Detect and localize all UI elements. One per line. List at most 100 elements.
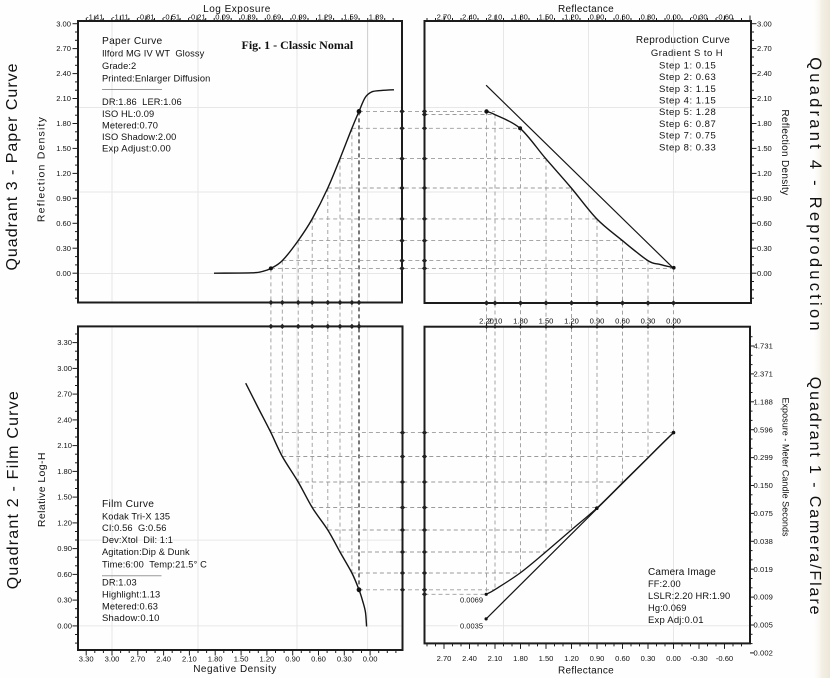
svg-text:3.00: 3.00: [105, 654, 120, 663]
svg-text:Camera Image: Camera Image: [648, 567, 716, 578]
svg-text:Reflection Density: Reflection Density: [779, 109, 790, 195]
svg-text:0.69: 0.69: [267, 12, 282, 21]
svg-text:0.002: 0.002: [754, 649, 774, 658]
svg-text:0.39: 0.39: [241, 12, 256, 21]
svg-text:0.60: 0.60: [56, 219, 71, 228]
svg-text:1.50: 1.50: [539, 654, 554, 663]
svg-text:-0.81: -0.81: [137, 12, 154, 21]
svg-text:0.60: 0.60: [311, 654, 326, 663]
svg-text:1.20: 1.20: [564, 654, 579, 663]
svg-text:Negative Density: Negative Density: [193, 664, 277, 675]
svg-text:0.30: 0.30: [757, 244, 772, 253]
svg-text:0.30: 0.30: [56, 244, 71, 253]
svg-text:2.10: 2.10: [757, 94, 772, 103]
svg-text:0.019: 0.019: [754, 565, 774, 574]
svg-text:-0.30: -0.30: [690, 654, 707, 663]
svg-text:2.70: 2.70: [130, 654, 145, 663]
svg-text:Step 1: 0.15: Step 1: 0.15: [659, 60, 716, 71]
svg-text:2.70: 2.70: [437, 654, 452, 663]
svg-text:DR:1.86 LER:1.06: DR:1.86 LER:1.06: [102, 97, 182, 107]
svg-text:Step 6: 0.87: Step 6: 0.87: [659, 119, 716, 130]
svg-text:0.0069: 0.0069: [460, 596, 483, 605]
svg-text:Kodak Tri-X 135: Kodak Tri-X 135: [102, 511, 170, 521]
svg-text:2.70: 2.70: [56, 44, 71, 53]
svg-text:Dev:Xtol Dil: 1:1: Dev:Xtol Dil: 1:1: [102, 535, 173, 545]
svg-text:2.40: 2.40: [156, 654, 171, 663]
svg-text:0.90: 0.90: [590, 654, 605, 663]
svg-text:Step 3: 1.15: Step 3: 1.15: [659, 84, 716, 95]
svg-text:2.10: 2.10: [488, 317, 503, 326]
svg-text:Grade:2: Grade:2: [102, 61, 136, 71]
svg-text:0.299: 0.299: [754, 453, 774, 462]
svg-text:Step 7: 0.75: Step 7: 0.75: [659, 131, 716, 142]
svg-text:0.00: 0.00: [57, 622, 72, 631]
svg-text:2.10: 2.10: [488, 654, 503, 663]
svg-text:1.80: 1.80: [757, 119, 772, 128]
svg-text:-1.41: -1.41: [86, 12, 103, 21]
svg-text:Ilford MG IV WT Glossy: Ilford MG IV WT Glossy: [102, 49, 205, 59]
svg-text:0.90: 0.90: [590, 12, 605, 21]
svg-text:0.00: 0.00: [363, 654, 378, 663]
svg-text:1.188: 1.188: [754, 397, 774, 406]
svg-text:0.09: 0.09: [215, 12, 230, 21]
svg-text:0.005: 0.005: [754, 621, 774, 630]
svg-text:1.50: 1.50: [539, 317, 554, 326]
svg-text:2.40: 2.40: [57, 416, 72, 425]
svg-text:Log Exposure: Log Exposure: [203, 4, 271, 15]
svg-text:-0.51: -0.51: [163, 12, 180, 21]
svg-text:ISO Shadow:2.00: ISO Shadow:2.00: [102, 132, 176, 142]
svg-text:0.60: 0.60: [615, 12, 630, 21]
svg-text:2.40: 2.40: [462, 654, 477, 663]
svg-text:Quadrant 3 - Paper Curve: Quadrant 3 - Paper Curve: [4, 62, 21, 270]
svg-text:0.038: 0.038: [754, 537, 774, 546]
svg-text:FF:2.00: FF:2.00: [648, 579, 681, 589]
svg-text:1.80: 1.80: [56, 119, 71, 128]
svg-text:1.80: 1.80: [513, 654, 528, 663]
svg-text:3.00: 3.00: [56, 19, 71, 28]
svg-text:Reproduction Curve: Reproduction Curve: [636, 35, 730, 46]
svg-text:0.075: 0.075: [754, 509, 774, 518]
svg-text:3.00: 3.00: [757, 19, 772, 28]
svg-text:1.50: 1.50: [57, 493, 72, 502]
svg-text:0.30: 0.30: [641, 654, 656, 663]
svg-text:0.0035: 0.0035: [460, 621, 483, 630]
svg-text:1.20: 1.20: [57, 519, 72, 528]
svg-text:1.59: 1.59: [343, 12, 358, 21]
svg-text:0.00: 0.00: [666, 317, 681, 326]
svg-text:1.20: 1.20: [564, 12, 579, 21]
svg-text:0.99: 0.99: [292, 12, 307, 21]
svg-text:Printed:Enlarger Diffusion: Printed:Enlarger Diffusion: [102, 74, 210, 84]
svg-text:-0.21: -0.21: [188, 12, 205, 21]
svg-text:Metered:0.63: Metered:0.63: [102, 601, 158, 611]
svg-text:1.89: 1.89: [369, 12, 384, 21]
svg-text:1.50: 1.50: [234, 654, 249, 663]
svg-text:Hg:0.069: Hg:0.069: [648, 603, 687, 613]
svg-text:Fig. 1 - Classic Nomal: Fig. 1 - Classic Nomal: [242, 38, 354, 52]
svg-text:0.00: 0.00: [56, 269, 71, 278]
svg-text:3.00: 3.00: [57, 364, 72, 373]
svg-text:3.30: 3.30: [57, 338, 72, 347]
svg-text:Exp Adjust:0.00: Exp Adjust:0.00: [102, 144, 171, 155]
svg-text:Gradient S to H: Gradient S to H: [651, 48, 723, 59]
svg-text:Step 5: 1.28: Step 5: 1.28: [659, 107, 716, 118]
svg-text:0.60: 0.60: [757, 219, 772, 228]
svg-text:1.29: 1.29: [318, 12, 333, 21]
svg-text:Reflectance: Reflectance: [558, 666, 614, 677]
svg-text:1.50: 1.50: [539, 12, 554, 21]
svg-text:2.10: 2.10: [56, 94, 71, 103]
svg-text:2.10: 2.10: [488, 12, 503, 21]
svg-text:Relative Log-H: Relative Log-H: [36, 452, 48, 527]
svg-text:2.10: 2.10: [182, 654, 197, 663]
svg-text:0.30: 0.30: [57, 596, 72, 605]
svg-text:2.20: 2.20: [479, 317, 494, 326]
svg-text:0.60: 0.60: [615, 654, 630, 663]
svg-text:0.00: 0.00: [757, 269, 772, 278]
svg-text:Highlight:1.13: Highlight:1.13: [102, 589, 160, 599]
svg-text:Step 8: 0.33: Step 8: 0.33: [659, 142, 716, 153]
svg-text:ISO HL:0.09: ISO HL:0.09: [102, 109, 154, 119]
svg-text:2.70: 2.70: [437, 12, 452, 21]
svg-text:-0.30: -0.30: [690, 12, 707, 21]
svg-text:1.80: 1.80: [513, 12, 528, 21]
svg-text:2.40: 2.40: [462, 12, 477, 21]
svg-text:1.20: 1.20: [56, 169, 71, 178]
